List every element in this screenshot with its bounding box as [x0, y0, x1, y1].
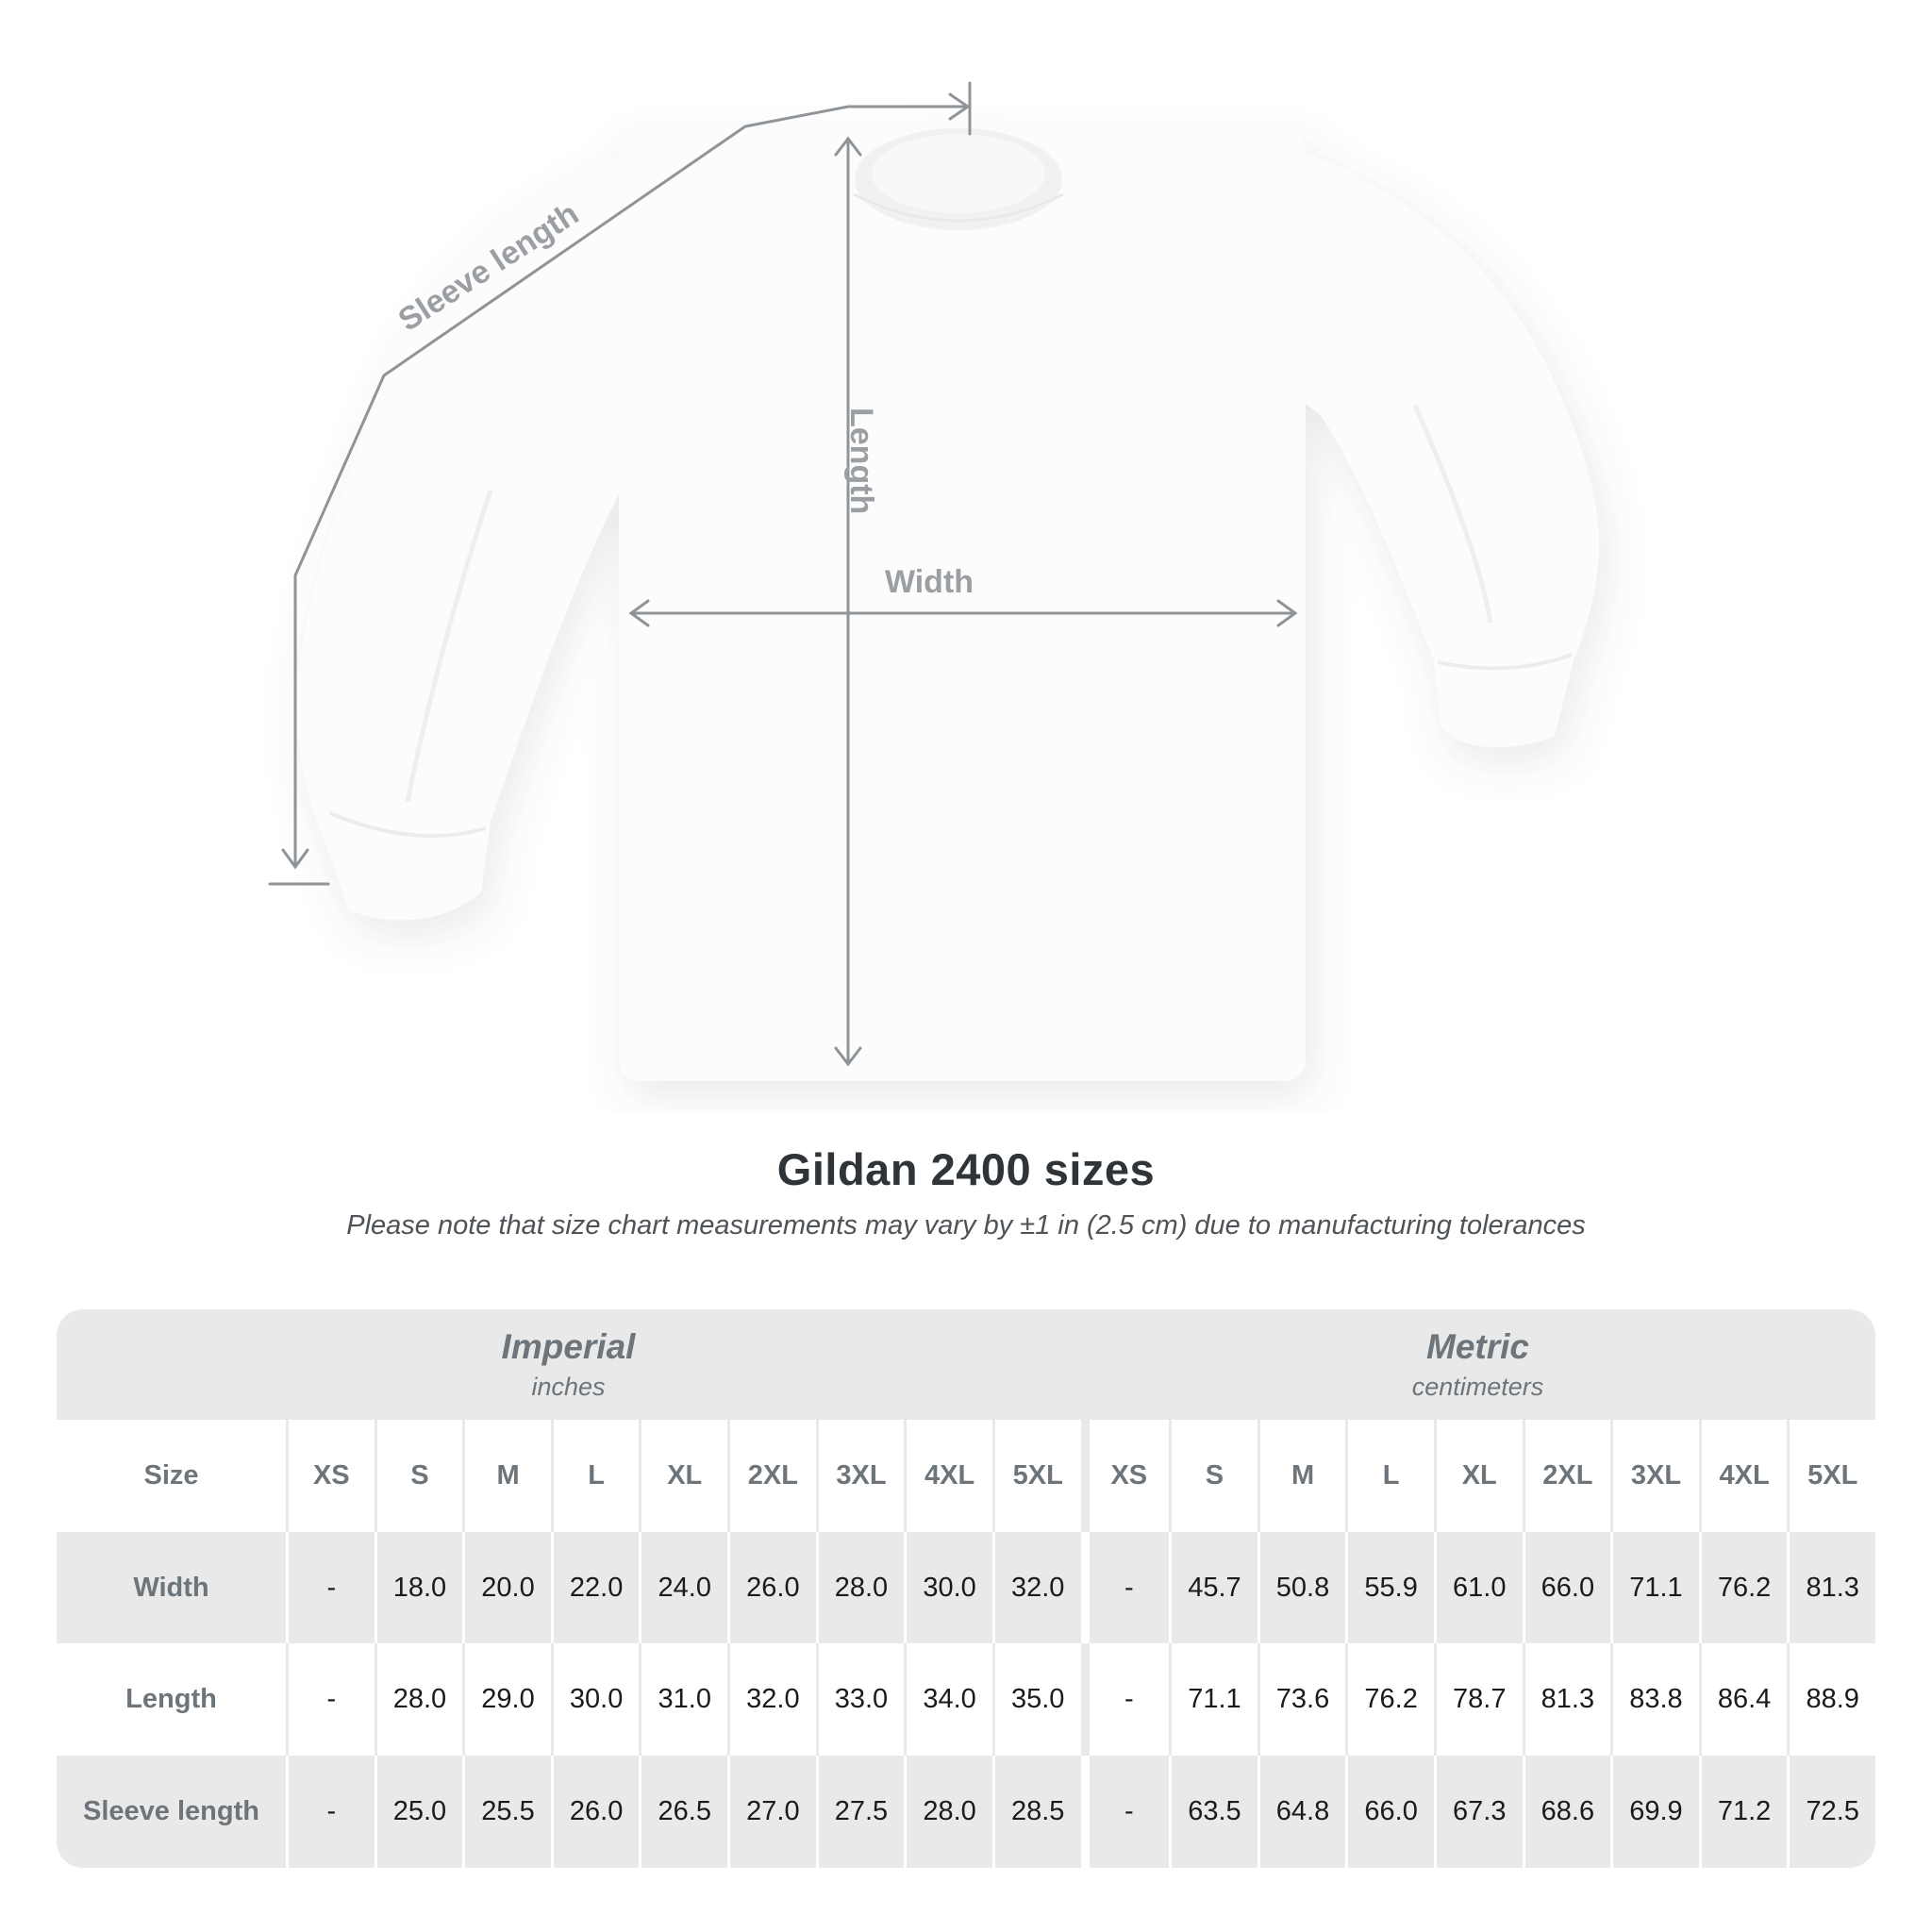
- table-cell: 76.2: [1345, 1643, 1434, 1756]
- table-cell: 27.5: [815, 1756, 905, 1868]
- col-header-imperial-xl: XL: [639, 1420, 727, 1532]
- table-cell: -: [286, 1643, 375, 1756]
- table-cell: 24.0: [639, 1532, 727, 1643]
- imperial-label: Imperial: [501, 1327, 636, 1366]
- table-cell: 31.0: [639, 1643, 727, 1756]
- size-header-cell: Size: [143, 1460, 199, 1491]
- table-cell: 29.0: [462, 1643, 551, 1756]
- table-row-sleeve-length: Sleeve length - 25.0 25.5 26.0 26.5 27.0…: [57, 1756, 1875, 1868]
- table-cell: 71.1: [1610, 1532, 1699, 1643]
- table-cell: 67.3: [1433, 1756, 1523, 1868]
- table-cell: 72.5: [1787, 1756, 1875, 1868]
- table-cell: 30.0: [550, 1643, 640, 1756]
- table-cell: 26.0: [727, 1532, 816, 1643]
- centimeters-label: centimeters: [1411, 1373, 1544, 1401]
- table-cell: 66.0: [1345, 1756, 1434, 1868]
- col-header-metric-l: L: [1345, 1420, 1434, 1532]
- tolerance-note: Please note that size chart measurements…: [346, 1210, 1586, 1241]
- table-cell: 50.8: [1257, 1532, 1346, 1643]
- table-cell: 71.2: [1698, 1756, 1788, 1868]
- col-header-metric-2xl: 2XL: [1522, 1420, 1611, 1532]
- table-cell: -: [1080, 1756, 1170, 1868]
- page-title: Gildan 2400 sizes: [776, 1144, 1156, 1194]
- col-header-imperial-l: L: [550, 1420, 640, 1532]
- row-label: Length: [125, 1684, 217, 1714]
- length-label: Length: [843, 408, 879, 514]
- table-cell: 83.8: [1610, 1643, 1699, 1756]
- col-header-imperial-m: M: [462, 1420, 551, 1532]
- col-header-imperial-xs: XS: [286, 1420, 375, 1532]
- col-header-metric-xl: XL: [1433, 1420, 1523, 1532]
- width-label: Width: [885, 564, 974, 600]
- right-sleeve: [1270, 140, 1600, 748]
- col-header-metric-3xl: 3XL: [1610, 1420, 1699, 1532]
- table-cell: -: [286, 1532, 375, 1643]
- col-header-metric-xs: XS: [1080, 1420, 1170, 1532]
- units-header-row: Imperial inches Metric centimeters: [57, 1309, 1875, 1420]
- table-cell: 71.1: [1169, 1643, 1257, 1756]
- imperial-group-header: Imperial inches: [57, 1309, 1080, 1420]
- table-cell: 28.0: [815, 1532, 905, 1643]
- table-cell: 33.0: [815, 1643, 905, 1756]
- table-cell: 78.7: [1433, 1643, 1523, 1756]
- inches-label: inches: [531, 1373, 606, 1401]
- col-header-metric-s: S: [1169, 1420, 1257, 1532]
- col-header-imperial-s: S: [374, 1420, 463, 1532]
- col-header-metric-4xl: 4XL: [1698, 1420, 1788, 1532]
- table-cell: 63.5: [1169, 1756, 1257, 1868]
- col-header-imperial-3xl: 3XL: [815, 1420, 905, 1532]
- table-cell: 28.0: [374, 1643, 463, 1756]
- table-cell: 32.0: [991, 1532, 1081, 1643]
- table-cell: 26.5: [639, 1756, 727, 1868]
- table-cell: 61.0: [1433, 1532, 1523, 1643]
- table-cell: 45.7: [1169, 1532, 1257, 1643]
- metric-group-header: Metric centimeters: [1080, 1309, 1875, 1420]
- table-cell: 26.0: [550, 1756, 640, 1868]
- table-cell: -: [1080, 1532, 1170, 1643]
- measurement-lines: [268, 81, 1298, 1067]
- size-header-row: Size XS S M L XL 2XL 3XL 4XL 5XL XS S M …: [57, 1420, 1875, 1532]
- sleeve-length-line: [293, 105, 969, 868]
- table-cell: 81.3: [1787, 1532, 1875, 1643]
- table-cell: -: [1080, 1643, 1170, 1756]
- table-row-width: Width - 18.0 20.0 22.0 24.0 26.0 28.0 30…: [57, 1532, 1875, 1643]
- table-cell: 32.0: [727, 1643, 816, 1756]
- table-cell: 28.0: [904, 1756, 992, 1868]
- table-cell: 81.3: [1522, 1643, 1611, 1756]
- size-table: Imperial inches Metric centimeters Size …: [57, 1309, 1875, 1868]
- row-label: Sleeve length: [83, 1796, 259, 1826]
- table-cell: 18.0: [374, 1532, 463, 1643]
- table-cell: 64.8: [1257, 1756, 1346, 1868]
- table-cell: 66.0: [1522, 1532, 1611, 1643]
- table-cell: 88.9: [1787, 1643, 1875, 1756]
- table-cell: 86.4: [1698, 1643, 1788, 1756]
- table-cell: 69.9: [1610, 1756, 1699, 1868]
- table-cell: 30.0: [904, 1532, 992, 1643]
- table-cell: 25.5: [462, 1756, 551, 1868]
- col-header-metric-5xl: 5XL: [1787, 1420, 1875, 1532]
- shirt-illustration: [296, 128, 1600, 1081]
- col-header-imperial-4xl: 4XL: [904, 1420, 992, 1532]
- table-cell: 25.0: [374, 1756, 463, 1868]
- table-cell: 76.2: [1698, 1532, 1788, 1643]
- table-cell: 28.5: [991, 1756, 1081, 1868]
- col-header-metric-m: M: [1257, 1420, 1346, 1532]
- table-cell: 73.6: [1257, 1643, 1346, 1756]
- table-cell: 34.0: [904, 1643, 992, 1756]
- table-cell: -: [286, 1756, 375, 1868]
- shirt-body: [619, 130, 1306, 1081]
- metric-label: Metric: [1426, 1327, 1529, 1366]
- table-cell: 55.9: [1345, 1532, 1434, 1643]
- table-cell: 35.0: [991, 1643, 1081, 1756]
- product-diagram: Sleeve length Length Width: [268, 81, 1600, 1081]
- table-cell: 68.6: [1522, 1756, 1611, 1868]
- col-header-imperial-2xl: 2XL: [727, 1420, 816, 1532]
- table-cell: 22.0: [550, 1532, 640, 1643]
- row-label: Width: [133, 1572, 209, 1603]
- col-header-imperial-5xl: 5XL: [991, 1420, 1081, 1532]
- table-cell: 27.0: [727, 1756, 816, 1868]
- table-cell: 20.0: [462, 1532, 551, 1643]
- table-row-length: Length - 28.0 29.0 30.0 31.0 32.0 33.0 3…: [57, 1643, 1875, 1756]
